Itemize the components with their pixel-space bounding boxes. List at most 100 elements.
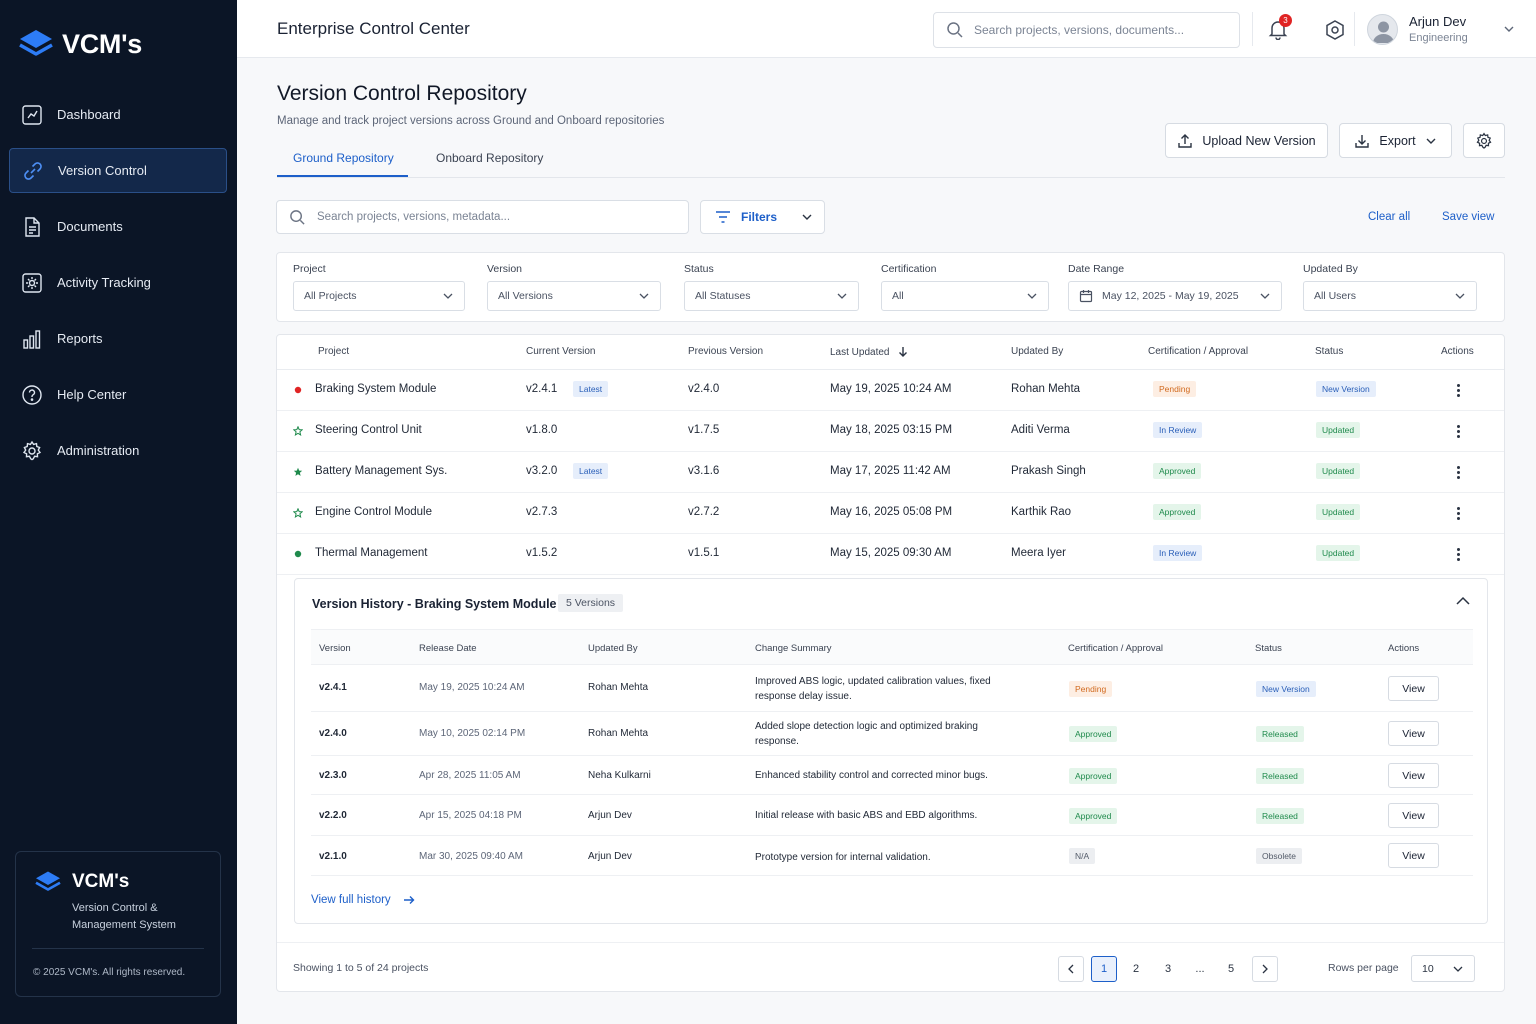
certification-badge: Pending [1069,681,1113,697]
clear-all-link[interactable]: Clear all [1368,211,1411,223]
history-row[interactable]: v2.4.1 May 19, 2025 10:24 AM Rohan Mehta… [311,665,1473,712]
filters-label: Filters [741,210,778,224]
filters-button[interactable]: Filters [700,200,825,234]
chevron-down-icon [802,214,812,220]
column-header[interactable]: Updated By [1011,346,1064,357]
upload-new-version-button[interactable]: Upload New Version [1165,123,1328,158]
link-icon [24,161,42,180]
version-select[interactable]: All Versions [487,281,661,311]
brand-logo[interactable]: VCM's [18,28,142,60]
table-row[interactable]: Thermal Management v1.5.2 v1.5.1 May 15,… [277,534,1504,575]
column-header[interactable]: Project [318,346,350,357]
filter-label: Date Range [1068,263,1125,275]
filter-label: Version [487,263,523,275]
column-header[interactable]: Status [1315,346,1344,357]
certification-badge: Approved [1069,726,1118,742]
sidebar-item-documents[interactable]: Documents [9,204,227,249]
prev-page-button[interactable] [1058,956,1084,982]
next-page-button[interactable] [1252,956,1278,982]
change-summary: Enhanced stability control and corrected… [755,770,988,781]
view-button[interactable]: View [1388,721,1439,746]
updated-by-select[interactable]: All Users [1303,281,1477,311]
view-button[interactable]: View [1388,763,1439,788]
filter-panel: Project All Projects Version All Version… [276,252,1505,322]
status-badge: Released [1256,808,1304,824]
view-full-history-link[interactable]: View full history [311,894,415,906]
table-row[interactable]: Battery Management Sys. v3.2.0 Latest v3… [277,452,1504,493]
export-label: Export [1379,133,1416,148]
filter-version: Version All Versions [487,263,661,311]
project-name[interactable]: Braking System Module [315,383,437,395]
global-search-input[interactable]: Search projects, versions, documents... [933,12,1240,48]
sidebar-item-label: Reports [57,331,103,346]
view-button[interactable]: View [1388,676,1439,701]
history-row[interactable]: v2.4.0 May 10, 2025 02:14 PM Rohan Mehta… [311,712,1473,756]
date-range-select[interactable]: May 12, 2025 - May 19, 2025 [1068,281,1282,311]
sidebar-item-label: Administration [57,443,140,458]
sidebar-item-reports[interactable]: Reports [9,316,227,361]
chevron-down-icon[interactable] [1503,24,1515,34]
table-row[interactable]: Steering Control Unit v1.8.0 v1.7.5 May … [277,411,1504,452]
chevron-up-icon[interactable] [1455,595,1471,607]
table-row[interactable]: Braking System Module v2.4.1 Latest v2.4… [277,370,1504,411]
version-history-title: Version History - Braking System Module [312,597,557,611]
sidebar-item-help-center[interactable]: Help Center [9,372,227,417]
project-name[interactable]: Engine Control Module [315,506,432,518]
page-button-3[interactable]: 3 [1164,963,1172,975]
export-button[interactable]: Export [1339,123,1452,158]
sidebar-item-administration[interactable]: Administration [9,428,227,473]
page-button-5[interactable]: 5 [1227,963,1235,975]
sidebar-item-version-control[interactable]: Version Control [9,148,227,193]
layers-logo-icon [35,871,61,891]
sidebar-item-label: Version Control [58,163,147,178]
row-actions-kebab-icon[interactable] [1451,463,1465,481]
avatar[interactable] [1367,14,1398,45]
certification-select[interactable]: All [881,281,1049,311]
upload-label: Upload New Version [1202,133,1316,148]
arrow-right-icon [403,896,415,904]
settings-button[interactable] [1463,123,1505,158]
table-row[interactable]: Engine Control Module v2.7.3 v2.7.2 May … [277,493,1504,534]
table-footer: Showing 1 to 5 of 24 projects 1 2 3 ... … [277,942,1504,992]
settings-shield-icon[interactable] [1324,19,1346,41]
page-button-2[interactable]: 2 [1132,963,1140,975]
history-row[interactable]: v2.2.0 Apr 15, 2025 04:18 PM Arjun Dev I… [311,795,1473,836]
column-header[interactable]: Certification / Approval [1148,346,1249,357]
status-badge: Released [1256,768,1304,784]
view-button[interactable]: View [1388,803,1439,828]
filter-updated-by: Updated By All Users [1303,263,1477,311]
row-actions-kebab-icon[interactable] [1451,422,1465,440]
tab-onboard-repository[interactable]: Onboard Repository [436,151,544,165]
column-header-label: Last Updated [830,347,890,358]
row-actions-kebab-icon[interactable] [1451,381,1465,399]
project-name[interactable]: Battery Management Sys. [315,465,448,477]
tab-ground-repository[interactable]: Ground Repository [293,151,394,165]
history-row[interactable]: v2.1.0 Mar 30, 2025 09:40 AM Arjun Dev P… [311,836,1473,876]
column-header[interactable]: Current Version [526,346,596,357]
row-actions-kebab-icon[interactable] [1451,545,1465,563]
project-name[interactable]: Steering Control Unit [315,424,422,436]
sidebar-item-activity-tracking[interactable]: Activity Tracking [9,260,227,305]
current-version: v3.2.0 [526,465,558,477]
project-name[interactable]: Thermal Management [315,547,428,559]
status-badge: New Version [1256,681,1316,697]
save-view-link[interactable]: Save view [1442,211,1495,223]
filter-certification: Certification All [881,263,1049,311]
column-header: Status [1255,643,1282,654]
page-button-1[interactable]: 1 [1091,956,1117,982]
rows-per-page-select[interactable]: 10 [1411,955,1475,982]
previous-version: v2.7.2 [688,506,720,518]
project-select[interactable]: All Projects [293,281,465,311]
column-header-last-updated[interactable]: Last Updated [830,346,908,358]
status-badge: Updated [1316,504,1361,520]
sidebar-item-dashboard[interactable]: Dashboard [9,92,227,137]
column-header[interactable]: Previous Version [688,346,764,357]
column-header: Change Summary [755,643,832,654]
view-button[interactable]: View [1388,843,1439,868]
filter-status: Status All Statuses [684,263,859,311]
filter-label: Project [293,263,326,275]
repository-search-input[interactable]: Search projects, versions, metadata... [276,200,689,234]
status-select[interactable]: All Statuses [684,281,859,311]
history-row[interactable]: v2.3.0 Apr 28, 2025 11:05 AM Neha Kulkar… [311,756,1473,795]
row-actions-kebab-icon[interactable] [1451,504,1465,522]
